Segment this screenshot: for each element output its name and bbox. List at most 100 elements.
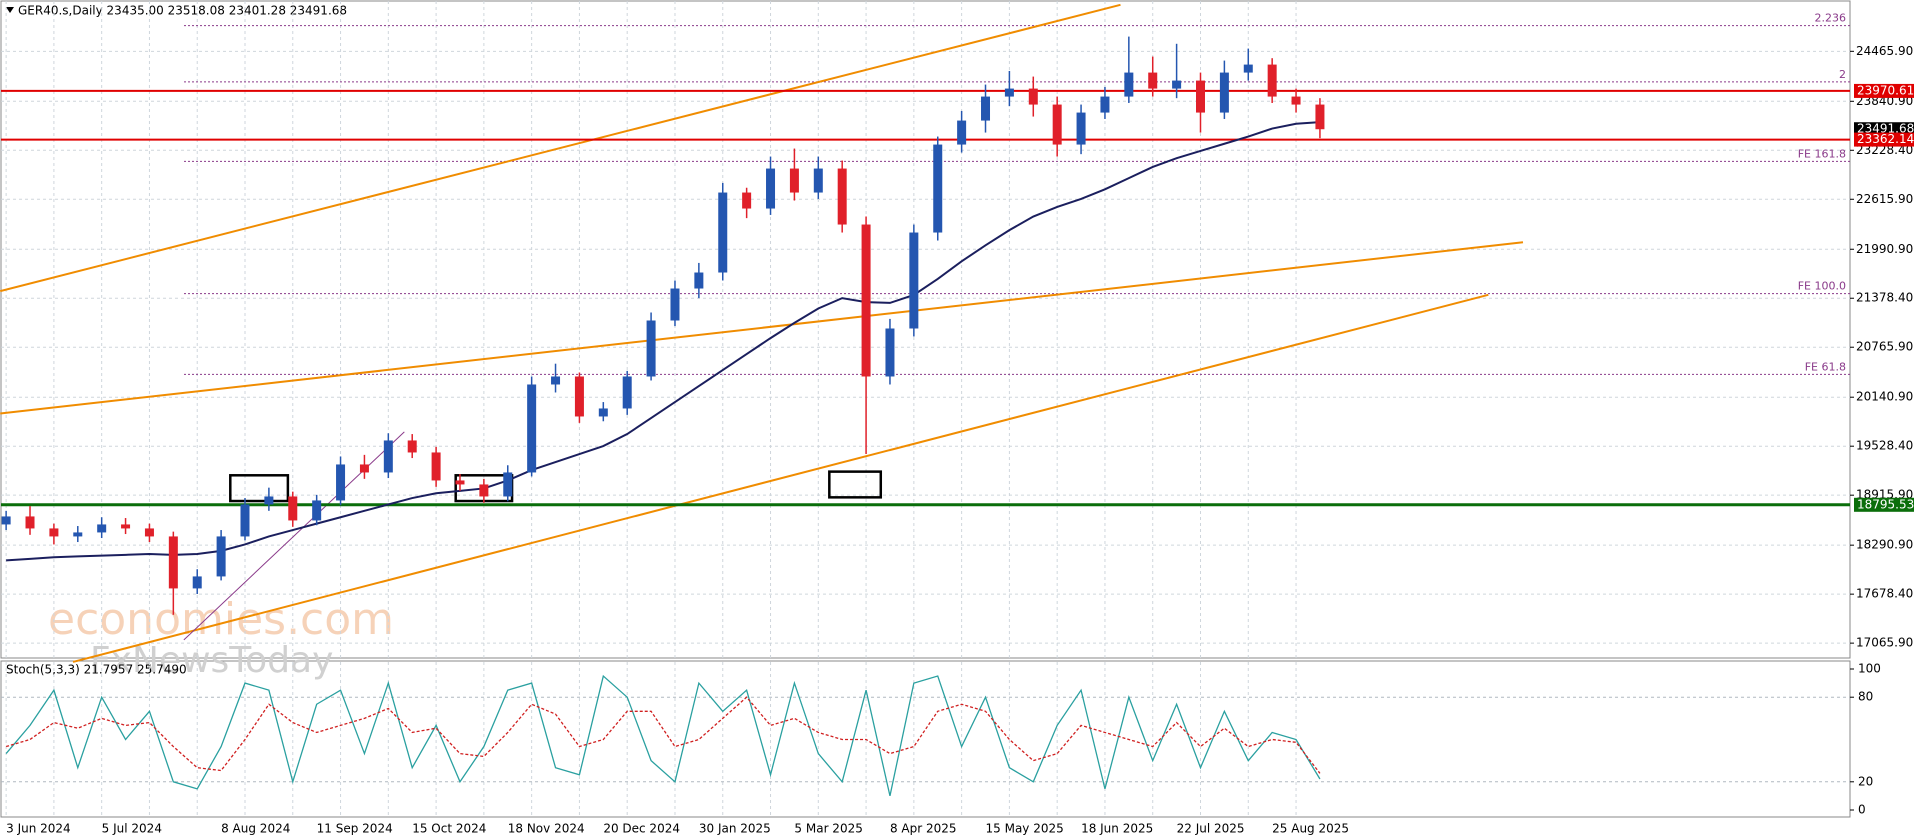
candle-body	[97, 524, 107, 533]
stoch-line	[5, 696, 1321, 774]
level-label-box	[1854, 497, 1914, 512]
x-tick-label: 18 Jun 2025	[1081, 822, 1153, 836]
y-tick-label: 18290.90	[1856, 538, 1913, 552]
candle-body	[1100, 96, 1110, 113]
stoch-panel-frame	[0, 660, 1851, 818]
candle-body	[455, 480, 465, 485]
chart-title: GER40.s,Daily 23435.00 23518.08 23401.28…	[18, 4, 347, 18]
candle-body	[837, 168, 847, 225]
candle-body	[646, 320, 656, 377]
fib-label: 2	[1839, 68, 1846, 81]
candle-body	[574, 376, 584, 417]
candle-body	[1076, 112, 1086, 145]
candle-body	[670, 288, 680, 321]
candle-body	[861, 224, 871, 377]
watermark: economies.com	[48, 594, 394, 645]
x-tick-label: 20 Dec 2024	[603, 822, 680, 836]
candle-body	[25, 516, 35, 529]
candle-body	[168, 536, 178, 589]
level-label: 23970.61	[1857, 83, 1914, 97]
y-tick-label: 17678.40	[1856, 587, 1913, 601]
candle-body	[718, 192, 728, 273]
candle-body	[622, 376, 632, 409]
y-tick-label: 24465.90	[1856, 44, 1913, 58]
candle-body	[1172, 80, 1182, 89]
candle-body	[192, 576, 202, 589]
x-tick-label: 22 Jul 2025	[1177, 822, 1245, 836]
candle-body	[1, 516, 11, 525]
x-tick-label: 5 Mar 2025	[794, 822, 862, 836]
level-label: 23362.14	[1857, 132, 1914, 146]
candle-body	[766, 168, 776, 209]
stoch-line	[5, 674, 1321, 797]
candle-body	[121, 524, 131, 529]
candle-body	[1267, 64, 1277, 97]
y-tick-label: 20	[1858, 774, 1873, 788]
candle-body	[1148, 72, 1158, 89]
candle-body	[1196, 80, 1205, 113]
y-tick-label: 21378.40	[1856, 291, 1913, 305]
candle-body	[1124, 72, 1134, 97]
fib-label: FE 100.0	[1798, 280, 1846, 293]
x-tick-label: 5 Jul 2024	[102, 822, 162, 836]
candle-body	[1028, 88, 1038, 105]
x-tick-label: 15 Oct 2024	[412, 822, 486, 836]
candle-body	[957, 120, 967, 145]
candle-body	[503, 472, 513, 497]
candle-body	[1219, 72, 1229, 113]
candle-body	[981, 96, 991, 121]
candle-body	[359, 464, 369, 473]
candle-body	[216, 536, 226, 577]
x-tick-label: 30 Jan 2025	[699, 822, 771, 836]
y-tick-label: 100	[1858, 662, 1881, 676]
x-tick-label: 25 Aug 2025	[1272, 822, 1349, 836]
candle-body	[527, 384, 537, 473]
candle-body	[383, 440, 393, 473]
fib-label: FE 161.8	[1798, 147, 1846, 160]
fib-label: 2.236	[1815, 12, 1847, 25]
highlight-box	[229, 474, 290, 503]
candle-body	[240, 504, 250, 537]
y-tick-label: 17065.90	[1856, 636, 1913, 650]
candle-body	[479, 484, 489, 497]
candle-body	[73, 532, 83, 537]
candle-body	[813, 168, 823, 193]
candle-body	[312, 500, 322, 521]
candle-body	[336, 464, 346, 501]
level-label-box	[1854, 83, 1914, 98]
highlight-box	[828, 470, 883, 499]
candle-body	[598, 408, 608, 417]
y-tick-label: 0	[1858, 803, 1866, 817]
candle-body	[144, 528, 154, 537]
y-tick-label: 19528.40	[1856, 439, 1913, 453]
candle-body	[49, 528, 59, 537]
candle-body	[1243, 64, 1253, 73]
x-tick-label: 18 Nov 2024	[508, 822, 585, 836]
level-label: 23491.68	[1857, 122, 1914, 136]
candle-body	[694, 272, 704, 289]
x-tick-label: 8 Aug 2024	[221, 822, 290, 836]
candle-body	[1291, 96, 1301, 105]
level-label: 18795.53	[1857, 497, 1914, 511]
menu-icon[interactable]	[6, 7, 14, 13]
x-tick-label: 11 Sep 2024	[317, 822, 393, 836]
candle-body	[1315, 104, 1325, 130]
y-tick-label: 21990.90	[1856, 242, 1913, 256]
candle-body	[933, 144, 943, 233]
candle-body	[431, 452, 441, 481]
candle-body	[1004, 88, 1014, 97]
y-tick-label: 22615.90	[1856, 192, 1913, 206]
candle-body	[909, 232, 919, 329]
trendline	[0, 3, 1121, 293]
candle-body	[551, 376, 561, 385]
x-tick-label: 15 May 2025	[986, 822, 1064, 836]
y-tick-label: 20765.90	[1856, 340, 1913, 354]
level-label-box	[1854, 132, 1914, 147]
trendline	[0, 241, 1524, 415]
price-panel-frame	[0, 0, 1851, 659]
x-tick-label: 8 Apr 2025	[890, 822, 957, 836]
candle-body	[885, 328, 895, 377]
x-tick-label: 3 Jun 2024	[6, 822, 71, 836]
candle-body	[742, 192, 752, 209]
